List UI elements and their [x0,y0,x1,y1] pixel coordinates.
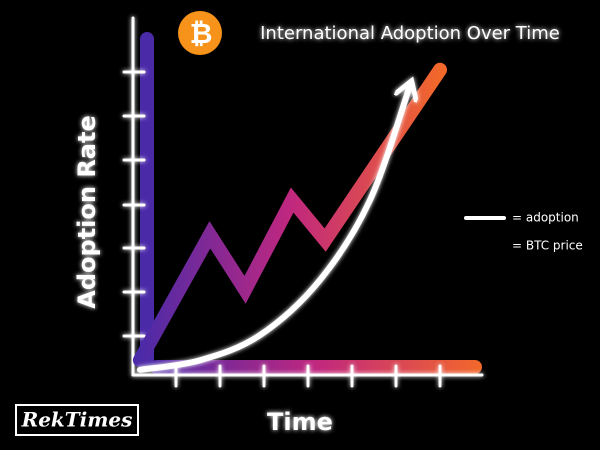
brand-box [15,404,139,436]
bitcoin-symbol: ₿ [190,17,213,50]
y-axis-label: Adoption Rate [73,115,101,308]
series-line [132,62,447,368]
bitcoin-icon [178,11,222,55]
legend-label: = adoption [512,211,579,225]
x-axis-label: Time [267,408,333,436]
axis-bar [140,32,154,367]
axes [122,16,484,388]
brand: RekTimes [21,408,133,432]
chart-title: International Adoption Over Time [260,23,560,44]
series-line [136,85,410,373]
axis-bar [150,360,482,374]
legend-label: = BTC price [512,239,583,253]
